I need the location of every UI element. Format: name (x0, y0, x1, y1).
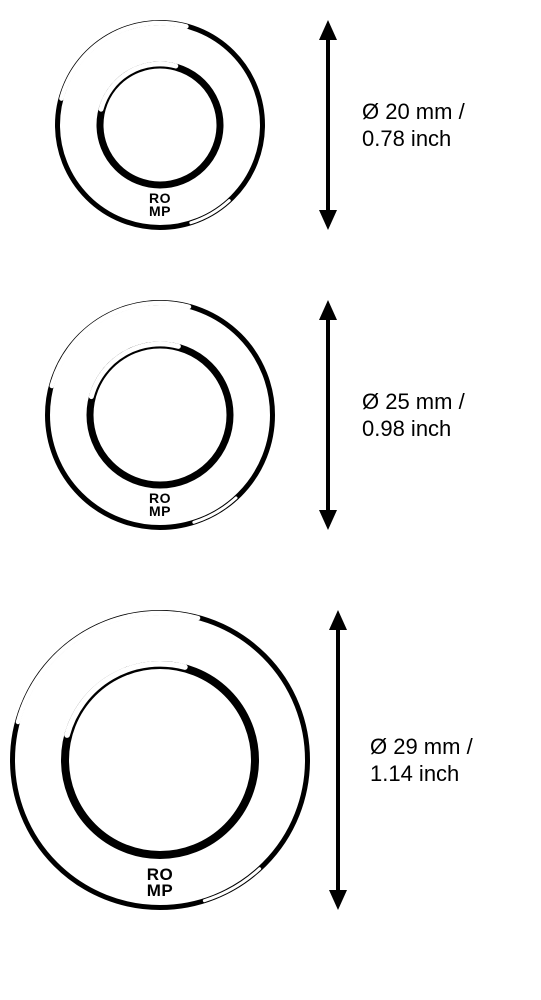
dimension-label-line2: 0.78 inch (362, 125, 465, 153)
ring: ROMP (39, 294, 281, 536)
logo-line2: MP (149, 505, 171, 518)
logo-line2: MP (149, 205, 171, 218)
dimension-label: Ø 20 mm /0.78 inch (362, 98, 465, 153)
size-row: ROMP Ø 25 mm /0.98 inch (0, 300, 541, 530)
dimension-label: Ø 25 mm /0.98 inch (362, 388, 465, 443)
dimension-label-line1: Ø 20 mm / (362, 98, 465, 126)
dimension-arrow (317, 300, 339, 530)
diagram-page: ROMP Ø 20 mm /0.78 inch ROMP Ø 25 mm /0.98 … (0, 0, 541, 1000)
size-row: ROMP Ø 20 mm /0.78 inch (0, 20, 541, 230)
dimension-arrow-icon (317, 20, 339, 230)
dimension-label: Ø 29 mm /1.14 inch (370, 733, 473, 788)
ring-logo: ROMP (149, 492, 171, 519)
logo-line2: MP (147, 883, 174, 899)
size-row: ROMP Ø 29 mm /1.14 inch (0, 610, 541, 910)
dimension-arrow (317, 20, 339, 230)
dimension-label-line2: 1.14 inch (370, 760, 473, 788)
dimension-arrow-icon (327, 610, 349, 910)
ring-logo: ROMP (147, 867, 174, 899)
ring: ROMP (4, 604, 316, 916)
dimension-label-line2: 0.98 inch (362, 415, 465, 443)
ring-logo: ROMP (149, 192, 171, 219)
ring: ROMP (49, 14, 271, 236)
dimension-label-line1: Ø 29 mm / (370, 733, 473, 761)
dimension-label-line1: Ø 25 mm / (362, 388, 465, 416)
dimension-arrow-icon (317, 300, 339, 530)
dimension-arrow (327, 610, 349, 910)
